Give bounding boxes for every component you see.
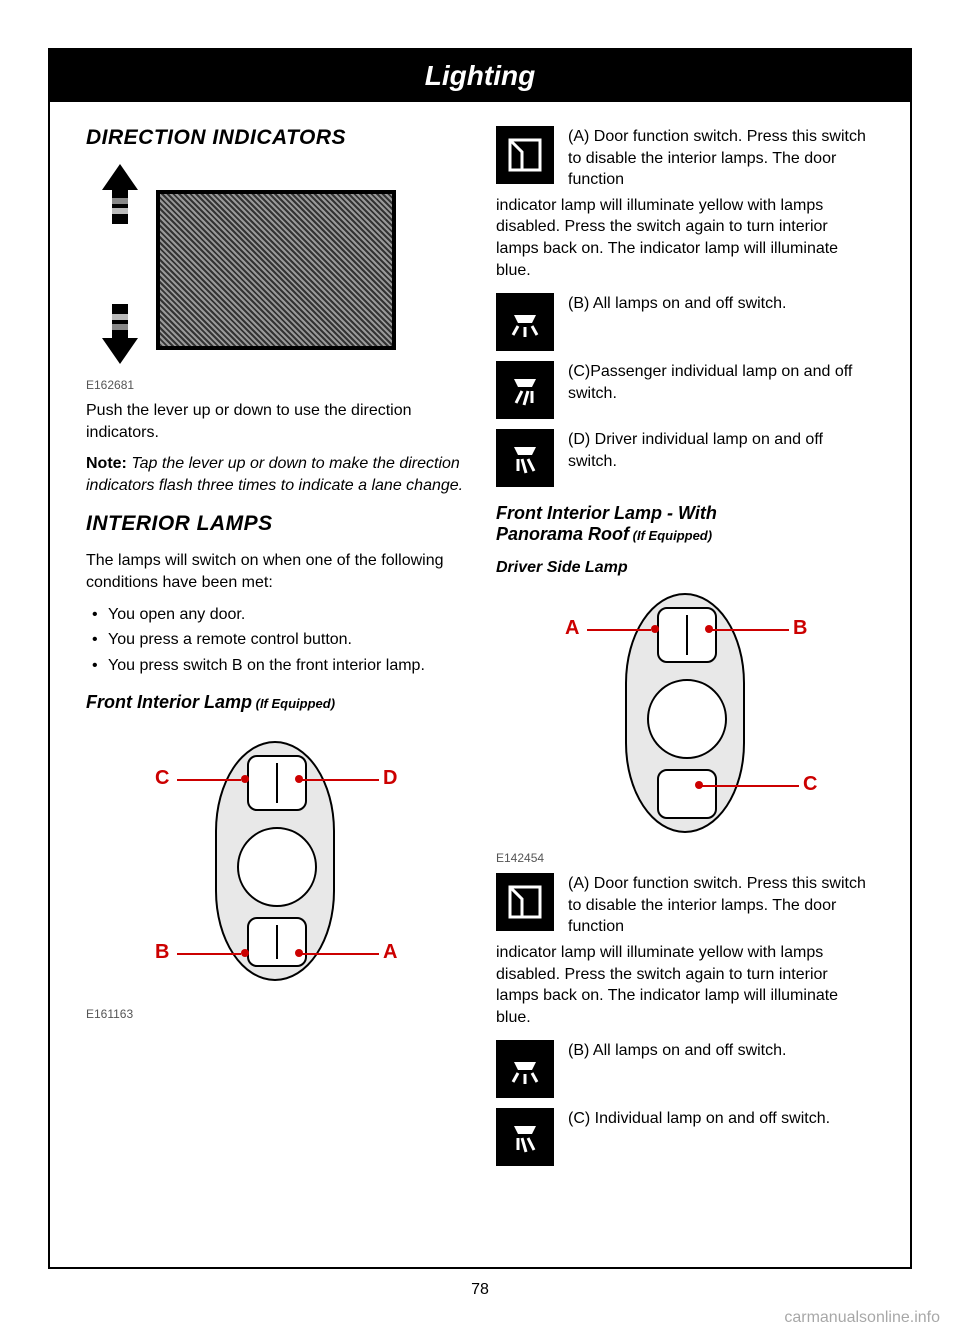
lever-photo-placeholder bbox=[156, 190, 396, 350]
right-column: (A) Door function switch. Press this swi… bbox=[496, 126, 874, 1176]
heading-direction-indicators: DIRECTION INDICATORS bbox=[86, 126, 464, 150]
item-C: (C)Passenger individual lamp on and off … bbox=[496, 361, 874, 419]
all-lamps-icon bbox=[496, 293, 554, 351]
callout-D: D bbox=[383, 767, 397, 790]
door-icon bbox=[496, 126, 554, 184]
lamp-top-buttons bbox=[247, 755, 307, 811]
callout-A: A bbox=[383, 941, 397, 964]
callout-C2: C bbox=[803, 773, 817, 796]
individual-lamp-icon bbox=[496, 1108, 554, 1166]
lamp-module-4btn-wrap: C D B A bbox=[105, 723, 445, 1003]
callout-C: C bbox=[155, 767, 169, 790]
item-C2: (C) Individual lamp on and off switch. bbox=[496, 1108, 874, 1166]
subheading-small2: (If Equipped) bbox=[629, 528, 712, 543]
subheading-small: (If Equipped) bbox=[252, 696, 335, 711]
interior-bullet-list: You open any door. You press a remote co… bbox=[86, 604, 464, 677]
item-text: (D) Driver individual lamp on and off sw… bbox=[568, 429, 874, 472]
item-B2: (B) All lamps on and off switch. bbox=[496, 1040, 874, 1098]
list-item: You open any door. bbox=[86, 604, 464, 626]
note-label: Note: bbox=[86, 455, 127, 472]
header-title: Lighting bbox=[425, 60, 535, 91]
callout-line bbox=[177, 779, 241, 781]
item-D: (D) Driver individual lamp on and off sw… bbox=[496, 429, 874, 487]
subsubheading-driver-side: Driver Side Lamp bbox=[496, 559, 874, 577]
lever-diagram bbox=[86, 164, 406, 374]
left-column: DIRECTION INDICATORS E162681 bbox=[86, 126, 464, 1176]
subheading-front-lamp: Front Interior Lamp (If Equipped) bbox=[86, 692, 464, 713]
passenger-lamp-icon bbox=[496, 361, 554, 419]
lamp-bottom-buttons bbox=[247, 917, 307, 967]
item-text: (C)Passenger individual lamp on and off … bbox=[568, 361, 874, 404]
figure-front-lamp: C D B A E161163 bbox=[86, 723, 464, 1021]
note-body: Tap the lever up or down to make the dir… bbox=[86, 455, 463, 494]
arrow-down-icon bbox=[102, 304, 138, 364]
all-lamps-icon bbox=[496, 1040, 554, 1098]
callout-line bbox=[587, 629, 651, 631]
item-A-continue: indicator lamp will illuminate yellow wi… bbox=[496, 195, 874, 281]
figure-driver-lamp: A B C E142454 bbox=[496, 587, 874, 865]
subheading-panorama: Front Interior Lamp - With Panorama Roof… bbox=[496, 503, 874, 545]
item-A2-continue: indicator lamp will illuminate yellow wi… bbox=[496, 942, 874, 1028]
page-frame: Lighting DIRECTION INDICATORS bbox=[48, 48, 912, 1269]
callout-line bbox=[301, 953, 379, 955]
callout-line bbox=[177, 953, 241, 955]
callout-B2: B bbox=[793, 617, 807, 640]
lamp-top-buttons bbox=[657, 607, 717, 663]
item-text: (B) All lamps on and off switch. bbox=[568, 293, 786, 315]
item-A: (A) Door function switch. Press this swi… bbox=[496, 126, 874, 191]
figure-number-1: E162681 bbox=[86, 378, 464, 392]
item-text: (B) All lamps on and off switch. bbox=[568, 1040, 786, 1062]
item-text: (A) Door function switch. Press this swi… bbox=[568, 126, 874, 191]
figure-number-3: E142454 bbox=[496, 851, 874, 865]
lamp-bottom-button-single bbox=[657, 769, 717, 819]
heading-interior-lamps: INTERIOR LAMPS bbox=[86, 512, 464, 536]
door-icon bbox=[496, 873, 554, 931]
arrow-up-icon bbox=[102, 164, 138, 224]
content-columns: DIRECTION INDICATORS E162681 bbox=[50, 102, 910, 1176]
page-header: Lighting bbox=[50, 50, 910, 102]
page-number: 78 bbox=[0, 1281, 960, 1299]
direction-body: Push the lever up or down to use the dir… bbox=[86, 400, 464, 443]
callout-line bbox=[701, 785, 799, 787]
list-item: You press a remote control button. bbox=[86, 629, 464, 651]
callout-line bbox=[711, 629, 789, 631]
callout-B: B bbox=[155, 941, 169, 964]
item-A2: (A) Door function switch. Press this swi… bbox=[496, 873, 874, 938]
subheading-line1: Front Interior Lamp - With bbox=[496, 503, 717, 523]
item-text: (C) Individual lamp on and off switch. bbox=[568, 1108, 830, 1130]
interior-intro: The lamps will switch on when one of the… bbox=[86, 550, 464, 593]
item-B: (B) All lamps on and off switch. bbox=[496, 293, 874, 351]
driver-lamp-icon bbox=[496, 429, 554, 487]
direction-note: Note: Tap the lever up or down to make t… bbox=[86, 453, 464, 496]
lamp-center-light bbox=[237, 827, 317, 907]
callout-A2: A bbox=[565, 617, 579, 640]
lamp-module-4btn bbox=[215, 741, 335, 981]
subheading-main: Front Interior Lamp bbox=[86, 692, 252, 712]
subheading-line2: Panorama Roof bbox=[496, 524, 629, 544]
figure-number-2: E161163 bbox=[86, 1007, 464, 1021]
list-item: You press switch B on the front interior… bbox=[86, 655, 464, 677]
lamp-center-light bbox=[647, 679, 727, 759]
figure-lever: E162681 bbox=[86, 164, 464, 392]
watermark: carmanualsonline.info bbox=[784, 1309, 940, 1327]
lamp-module-3btn-wrap: A B C bbox=[515, 587, 855, 847]
item-text: (A) Door function switch. Press this swi… bbox=[568, 873, 874, 938]
callout-line bbox=[301, 779, 379, 781]
